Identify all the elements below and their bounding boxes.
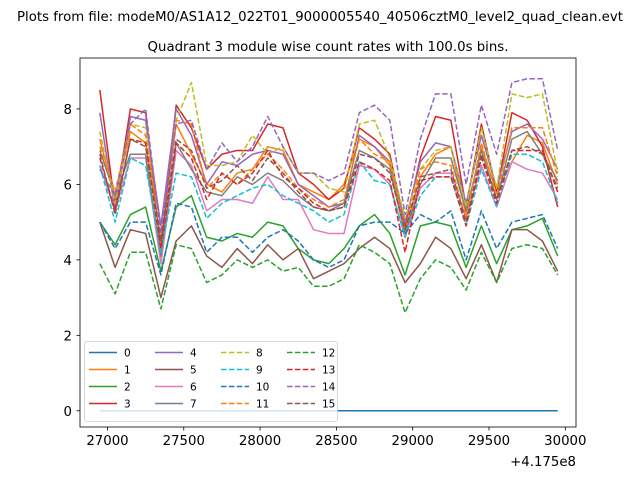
legend-label-11: 11 xyxy=(256,399,269,411)
x-offset-label: +4.175e8 xyxy=(510,455,576,470)
axes-frame xyxy=(79,57,577,428)
x-tick-label: 27000 xyxy=(86,434,128,449)
y-tick-label: 6 xyxy=(64,178,72,193)
x-tick-label: 30000 xyxy=(544,434,586,449)
series-line-3 xyxy=(99,89,559,250)
x-tick-label: 29500 xyxy=(468,434,510,449)
x-axis-ticks: 27000 27500 28000 28500 29000 29500 30000 xyxy=(86,427,586,449)
legend-label-2: 2 xyxy=(124,382,131,394)
legend-label-13: 13 xyxy=(322,365,335,377)
legend-label-4: 4 xyxy=(190,348,197,360)
y-tick-label: 8 xyxy=(64,103,72,118)
legend-label-3: 3 xyxy=(124,399,131,411)
figure-suptitle: Plots from file: modeM0/AS1A12_022T01_90… xyxy=(17,10,623,25)
legend-label-12: 12 xyxy=(322,348,335,360)
y-tick-label: 2 xyxy=(64,329,72,344)
series-line-2 xyxy=(99,194,559,276)
series-line-5 xyxy=(99,221,559,299)
x-tick-label: 27500 xyxy=(163,434,205,449)
series-line-15 xyxy=(99,138,559,242)
legend-label-0: 0 xyxy=(124,348,131,360)
legend-label-14: 14 xyxy=(322,382,336,394)
series-line-6 xyxy=(99,149,559,265)
x-tick-label: 29000 xyxy=(392,434,434,449)
chart-title: Quadrant 3 module wise count rates with … xyxy=(148,40,509,55)
legend-label-6: 6 xyxy=(190,382,197,394)
legend-box xyxy=(84,341,338,422)
series-line-9 xyxy=(99,153,559,254)
x-tick-label: 28500 xyxy=(315,434,357,449)
legend-label-15: 15 xyxy=(322,399,335,411)
x-tick-label: 28000 xyxy=(239,434,281,449)
legend-label-1: 1 xyxy=(124,365,131,377)
plot-lines xyxy=(99,78,559,412)
legend-label-10: 10 xyxy=(256,382,269,394)
legend-label-9: 9 xyxy=(256,365,263,377)
legend-label-7: 7 xyxy=(190,399,197,411)
series-line-10 xyxy=(99,202,559,276)
legend-label-5: 5 xyxy=(190,365,197,377)
y-tick-label: 4 xyxy=(64,254,72,269)
axes-border xyxy=(79,57,577,428)
y-axis-ticks: 0 2 4 6 8 xyxy=(64,103,80,420)
series-line-14 xyxy=(99,78,559,235)
y-tick-label: 0 xyxy=(64,405,72,420)
legend-label-8: 8 xyxy=(256,348,263,360)
series-line-12 xyxy=(99,244,559,314)
series-line-11 xyxy=(99,119,559,238)
